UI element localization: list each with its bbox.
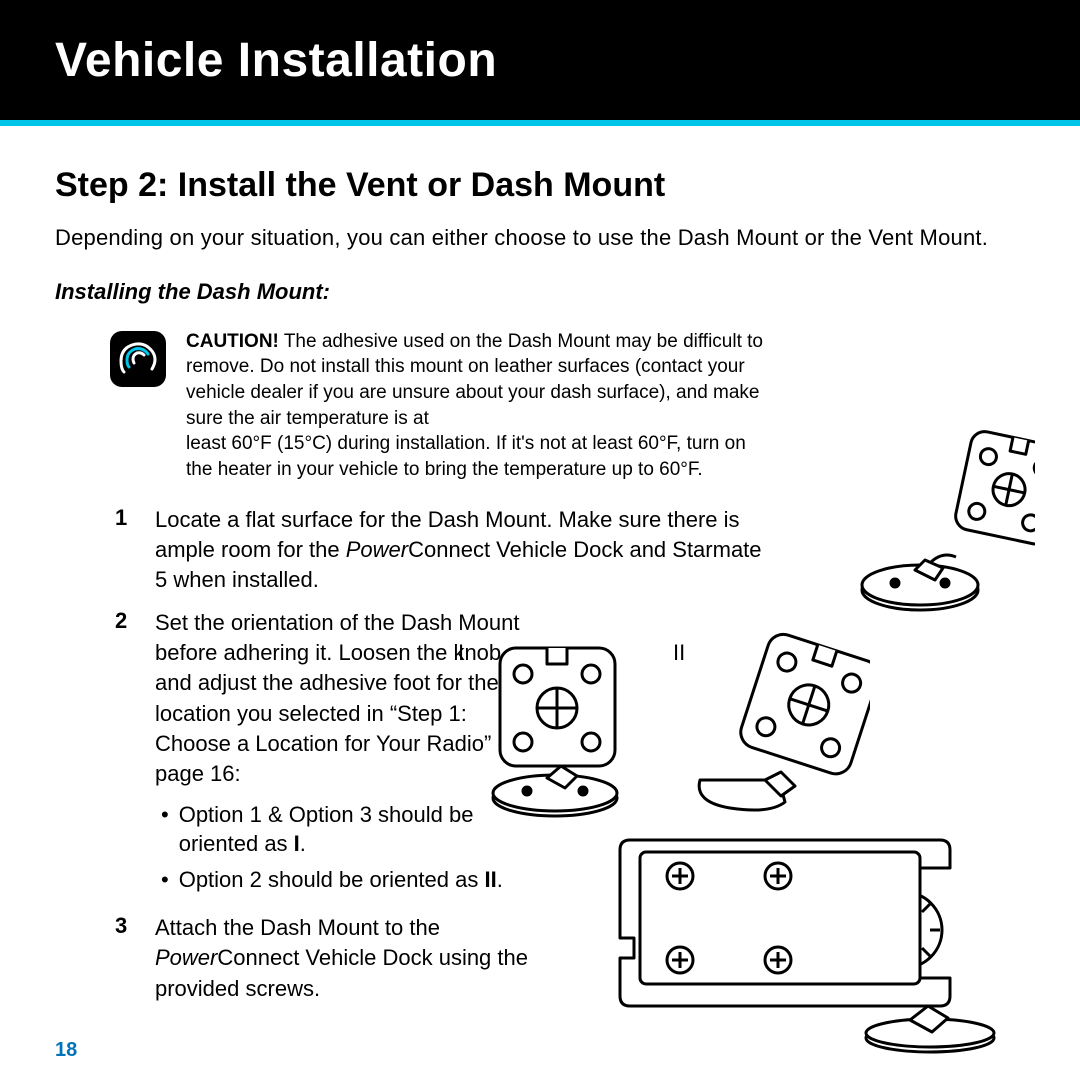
step-text: Set the orientation of the Dash Mount be…: [155, 610, 522, 787]
subsection-title: Installing the Dash Mount:: [55, 279, 1025, 305]
step-2: 2 Set the orientation of the Dash Mount …: [115, 608, 1025, 901]
bullet-text: Option 1 & Option 3 should be oriented a…: [179, 800, 535, 859]
intro-text: Depending on your situation, you can eit…: [55, 223, 1025, 253]
page-number: 18: [55, 1039, 77, 1062]
caution-icon: [110, 331, 166, 387]
step-body: Set the orientation of the Dash Mount be…: [155, 608, 535, 901]
bullet-item: • Option 1 & Option 3 should be oriented…: [155, 800, 535, 859]
step-1: 1 Locate a flat surface for the Dash Mou…: [115, 505, 1025, 596]
section-title: Step 2: Install the Vent or Dash Mount: [55, 166, 1025, 205]
bullet-text: Option 2 should be oriented as II.: [179, 865, 503, 895]
step-body: Locate a flat surface for the Dash Mount…: [155, 505, 775, 596]
step-number: 2: [115, 608, 133, 901]
caution-label: CAUTION!: [186, 331, 279, 352]
bullet-item: • Option 2 should be oriented as II.: [155, 865, 535, 895]
bullet-dot: •: [155, 865, 169, 895]
bullet-list: • Option 1 & Option 3 should be oriented…: [155, 800, 535, 895]
bullet-dot: •: [155, 800, 169, 859]
caution-block: CAUTION! The adhesive used on the Dash M…: [55, 329, 1025, 483]
step-number: 3: [115, 913, 133, 1004]
caution-body-2: least 60°F (15°C) during installation. I…: [186, 431, 775, 482]
header-bar: Vehicle Installation: [0, 0, 1080, 120]
page-title: Vehicle Installation: [55, 33, 497, 88]
step-body: Attach the Dash Mount to the PowerConnec…: [155, 913, 585, 1004]
caution-text: CAUTION! The adhesive used on the Dash M…: [186, 329, 1025, 483]
step-text: Attach the Dash Mount to the: [155, 915, 440, 940]
step-number: 1: [115, 505, 133, 596]
step-3: 3 Attach the Dash Mount to the PowerConn…: [115, 913, 1025, 1004]
content-area: Step 2: Install the Vent or Dash Mount D…: [0, 126, 1080, 1004]
step-text-italic: Power: [346, 537, 408, 562]
steps-list: 1 Locate a flat surface for the Dash Mou…: [55, 505, 1025, 1004]
step-text-italic: Power: [155, 945, 217, 970]
